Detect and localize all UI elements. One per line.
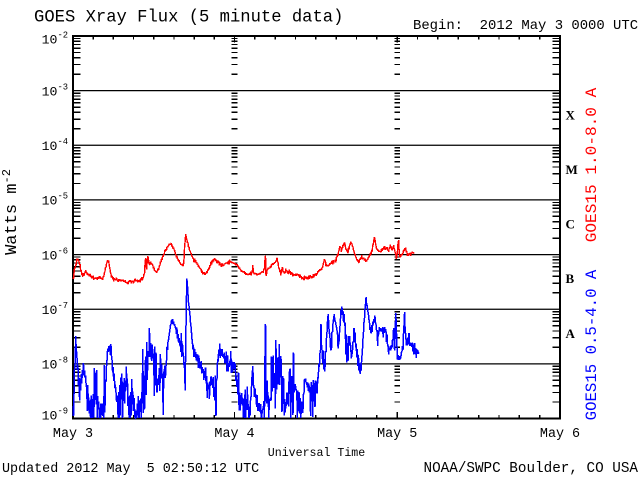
svg-text:May 4: May 4 (214, 427, 254, 442)
svg-text:Begin: 2012 May 3 0000 UTC: Begin: 2012 May 3 0000 UTC (413, 18, 638, 34)
svg-text:NOAA/SWPC Boulder, CO USA: NOAA/SWPC Boulder, CO USA (424, 461, 639, 477)
svg-text:May 3: May 3 (53, 427, 93, 442)
svg-text:10-2: 10-2 (42, 31, 68, 48)
svg-text:May 5: May 5 (377, 427, 417, 442)
svg-text:10-3: 10-3 (42, 82, 68, 99)
svg-text:GOES15 0.5-4.0 A: GOES15 0.5-4.0 A (583, 269, 601, 420)
svg-text:10-6: 10-6 (42, 246, 68, 263)
svg-text:A: A (566, 326, 576, 341)
svg-text:10-8: 10-8 (42, 356, 68, 373)
svg-text:B: B (566, 271, 575, 286)
svg-text:10-7: 10-7 (42, 301, 68, 318)
svg-text:10-5: 10-5 (42, 192, 68, 209)
svg-text:GOES Xray Flux (5 minute data): GOES Xray Flux (5 minute data) (34, 9, 343, 28)
svg-text:Updated 2012 May 5 02:50:12 U: Updated 2012 May 5 02:50:12 UTC (2, 462, 259, 477)
svg-text:10-9: 10-9 (42, 406, 68, 423)
svg-text:C: C (566, 217, 575, 232)
svg-text:GOES15 1.0-8.0 A: GOES15 1.0-8.0 A (583, 87, 601, 242)
svg-text:Universal Time: Universal Time (268, 447, 365, 460)
svg-text:10-4: 10-4 (42, 137, 68, 154)
svg-text:Watts m-2: Watts m-2 (0, 169, 22, 255)
svg-text:M: M (566, 162, 578, 177)
svg-text:X: X (566, 107, 576, 122)
svg-text:May 6: May 6 (540, 427, 580, 442)
